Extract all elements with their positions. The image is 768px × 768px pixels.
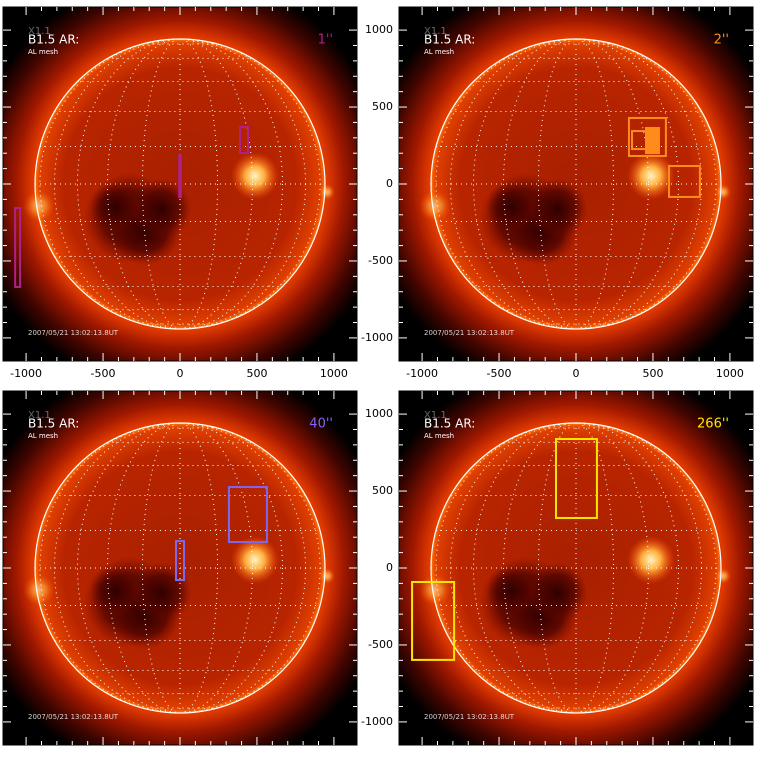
- y-tick-label: -500: [368, 638, 393, 651]
- x-tick-label: 500: [642, 367, 663, 380]
- date-label: 2007/05/21 13:02:13.8UT: [28, 713, 119, 721]
- limb-bright: [319, 184, 335, 200]
- box: [667, 164, 701, 198]
- x-tick-label: 0: [177, 367, 184, 380]
- region-label: B1.5 AR:: [28, 33, 79, 47]
- x-tick-label: 1000: [320, 367, 348, 380]
- dark-region: [90, 566, 141, 617]
- dark-region: [486, 182, 537, 233]
- active-region: [231, 152, 279, 200]
- limb-bright: [419, 190, 451, 222]
- mesh-label: AL mesh: [424, 48, 454, 56]
- box: [14, 207, 22, 288]
- x-tick-label: 0: [573, 367, 580, 380]
- box: [645, 126, 660, 155]
- box: [239, 126, 250, 155]
- y-tick-label: 0: [386, 177, 393, 190]
- limb-bright: [715, 568, 731, 584]
- mesh-label: AL mesh: [28, 48, 58, 56]
- date-label: 2007/05/21 13:02:13.8UT: [424, 329, 515, 337]
- box: [411, 581, 456, 661]
- y-tick-label: -1000: [361, 715, 393, 728]
- limb-bright: [715, 184, 731, 200]
- mesh-label: AL mesh: [28, 432, 58, 440]
- limb: [430, 422, 722, 714]
- panel-tag: 266'': [697, 417, 729, 432]
- y-tick-label: 500: [372, 100, 393, 113]
- panel: X1.1B1.5 AR:AL mesh 2007/05/21 13:02:13.8…: [2, 390, 358, 746]
- x-tick-label: -500: [487, 367, 512, 380]
- dark-region: [486, 566, 537, 617]
- meridian: [141, 38, 219, 330]
- limb: [34, 422, 326, 714]
- active-region: [231, 536, 279, 584]
- panel: X1.1B1.5 AR:AL mesh 2007/05/21 13:02:13.8…: [398, 6, 754, 362]
- box: [174, 540, 186, 582]
- x-tick-label: 1000: [716, 367, 744, 380]
- dark-region: [131, 178, 192, 239]
- active-region: [627, 536, 675, 584]
- limb: [34, 38, 326, 330]
- dark-region: [527, 562, 588, 623]
- dark-region: [131, 562, 192, 623]
- meridian: [537, 38, 615, 330]
- y-tick-label: -500: [368, 254, 393, 267]
- solar-image: X1.1B1.5 AR:AL mesh 2007/05/21 13:02:13.8…: [3, 391, 357, 745]
- active-region: [627, 152, 675, 200]
- flare-label: X1.1: [28, 26, 51, 37]
- solar-image: X1.1B1.5 AR:AL mesh 2007/05/21 13:02:13.8…: [399, 391, 753, 745]
- panel: X1.1B1.5 AR:AL mesh 2007/05/21 13:02:13.8…: [2, 6, 358, 362]
- region-label: B1.5 AR:: [424, 33, 475, 47]
- region-label: B1.5 AR:: [424, 417, 475, 431]
- y-tick-label: 1000: [365, 23, 393, 36]
- x-tick-label: -1000: [10, 367, 42, 380]
- mesh-label: AL mesh: [424, 432, 454, 440]
- limb-bright: [319, 568, 335, 584]
- x-tick-label: -500: [91, 367, 116, 380]
- y-tick-label: -1000: [361, 331, 393, 344]
- dark-region: [527, 178, 588, 239]
- limb-bright: [23, 190, 55, 222]
- box: [178, 154, 182, 198]
- y-tick-label: 500: [372, 484, 393, 497]
- limb-bright: [23, 574, 55, 606]
- dark-region: [90, 182, 141, 233]
- limb: [430, 38, 722, 330]
- solar-image: X1.1B1.5 AR:AL mesh 2007/05/21 13:02:13.8…: [3, 7, 357, 361]
- box: [554, 438, 598, 519]
- box: [227, 486, 268, 543]
- y-tick-label: 1000: [365, 407, 393, 420]
- y-tick-label: 0: [386, 561, 393, 574]
- x-tick-label: -1000: [406, 367, 438, 380]
- meridian: [141, 422, 219, 714]
- x-tick-label: 500: [246, 367, 267, 380]
- solar-image: X1.1B1.5 AR:AL mesh 2007/05/21 13:02:13.8…: [399, 7, 753, 361]
- panel-tag: 2'': [714, 33, 729, 48]
- flare-label: X1.1: [424, 410, 447, 421]
- panel: X1.1B1.5 AR:AL mesh 2007/05/21 13:02:13.8…: [398, 390, 754, 746]
- date-label: 2007/05/21 13:02:13.8UT: [424, 713, 515, 721]
- flare-label: X1.1: [424, 26, 447, 37]
- panel-tag: 40'': [309, 417, 333, 432]
- date-label: 2007/05/21 13:02:13.8UT: [28, 329, 119, 337]
- box: [627, 116, 667, 157]
- panel-tag: 1'': [318, 33, 333, 48]
- region-label: B1.5 AR:: [28, 417, 79, 431]
- flare-label: X1.1: [28, 410, 51, 421]
